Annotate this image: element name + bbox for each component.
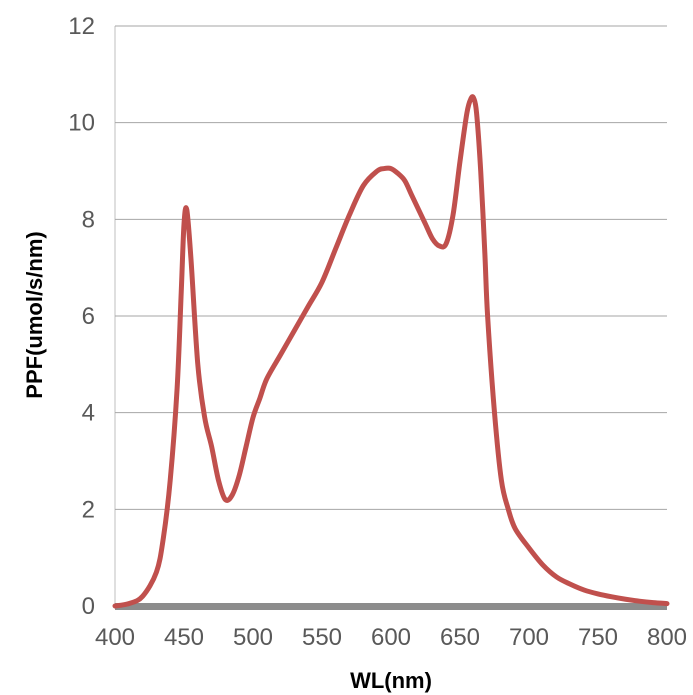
x-tick-label: 450: [164, 624, 204, 651]
x-tick-label: 650: [440, 624, 480, 651]
y-tick-label: 2: [82, 496, 95, 523]
y-tick-label: 8: [82, 206, 95, 233]
x-axis-title: WL(nm): [350, 668, 432, 693]
baseline-bar: [115, 603, 667, 610]
gridlines: [114, 25, 667, 606]
y-tick-label: 4: [82, 400, 95, 427]
y-tick-label: 0: [82, 593, 95, 620]
y-axis-title: PPF(umol/s/nm): [22, 231, 47, 398]
series-layer: [112, 94, 670, 609]
x-tick-label: 500: [233, 624, 273, 651]
y-tick-label: 12: [68, 13, 95, 40]
x-tick-label: 700: [509, 624, 549, 651]
x-tick-label: 750: [578, 624, 618, 651]
x-tick-label: 800: [647, 624, 687, 651]
x-tick-label: 550: [302, 624, 342, 651]
series-line: [112, 94, 670, 609]
y-tick-labels: 0 2 4 6 8 10 12: [68, 13, 95, 620]
x-tick-label: 400: [95, 624, 135, 651]
x-tick-label: 600: [371, 624, 411, 651]
y-tick-label: 10: [68, 110, 95, 137]
x-tick-labels: 400 450 500 550 600 650 700 750 800: [95, 624, 687, 651]
x-axis-baseline: [115, 603, 667, 610]
y-tick-label: 6: [82, 303, 95, 330]
